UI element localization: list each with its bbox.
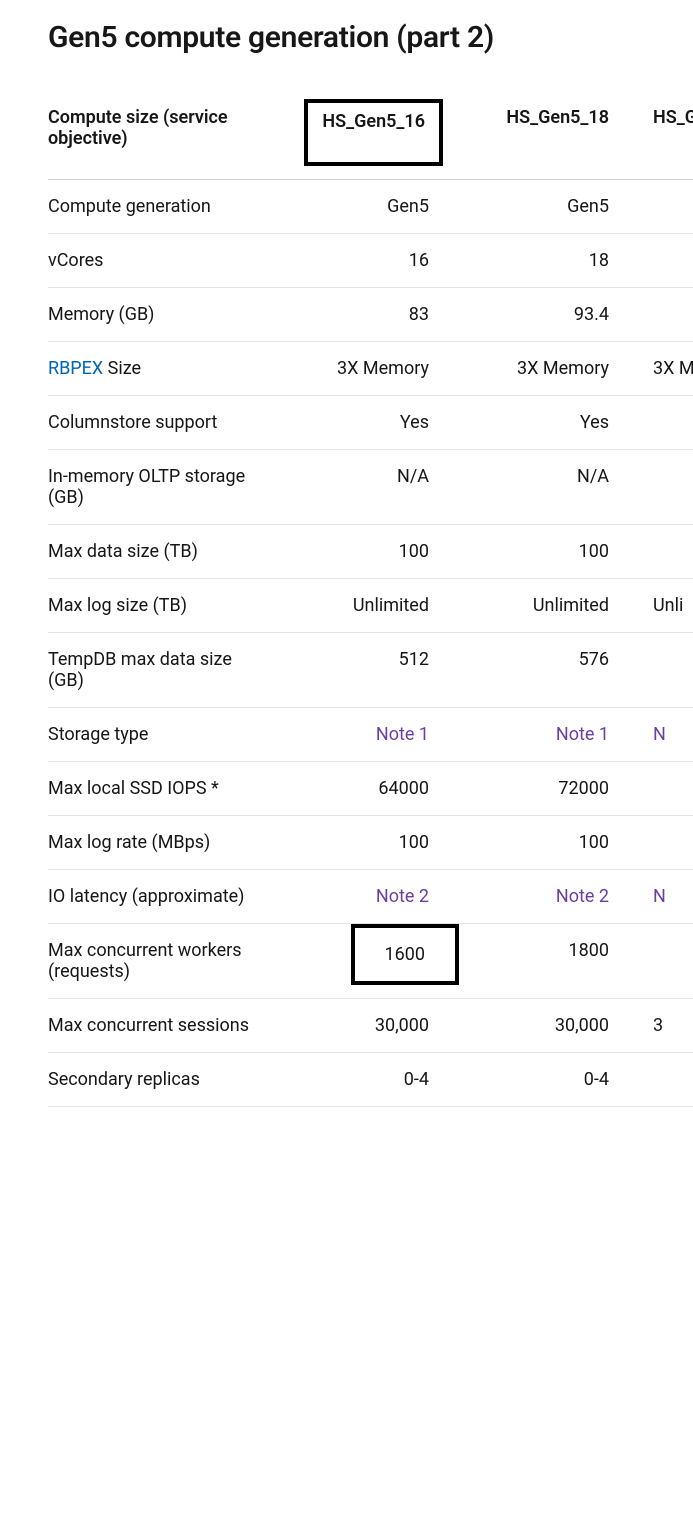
row-cell: 0-4 [453,1053,633,1107]
row-label: In-memory OLTP storage (GB) [48,450,273,525]
row-label: Memory (GB) [48,288,273,342]
row-cell: Unlimited [273,579,453,633]
row-label: IO latency (approximate) [48,870,273,924]
row-cell: 72000 [453,762,633,816]
header-col2: HS_Gen5_18 [453,91,633,180]
row-label: Max log size (TB) [48,579,273,633]
note-link[interactable]: N [653,886,666,907]
table-row: Max local SSD IOPS *6400072000 [48,762,693,816]
row-label: Max concurrent workers (requests) [48,924,273,999]
row-cell: Note 2 [273,870,453,924]
table-row: Memory (GB)8393.4 [48,288,693,342]
row-cell [633,396,693,450]
row-cell: 100 [453,816,633,870]
row-label: Max local SSD IOPS * [48,762,273,816]
row-label: Secondary replicas [48,1053,273,1107]
table-row: IO latency (approximate) Note 2 Note 2 N [48,870,693,924]
page-container: Gen5 compute generation (part 2) Compute… [0,0,693,1127]
row-cell: Gen5 [273,180,453,234]
row-cell [633,288,693,342]
row-cell: 1800 [453,924,633,999]
row-cell: Note 2 [453,870,633,924]
note-link[interactable]: Note 1 [376,724,429,745]
table-row: Max data size (TB)100100 [48,525,693,579]
row-label: TempDB max data size (GB) [48,633,273,708]
row-cell: Note 1 [453,708,633,762]
table-row: Storage type Note 1 Note 1 N [48,708,693,762]
note-link[interactable]: N [653,724,666,745]
note-link[interactable]: Note 2 [556,886,609,907]
highlighted-value: 1600 [351,924,459,985]
compute-spec-table: Compute size (service objective) HS_Gen5… [48,91,693,1107]
table-row: Max log rate (MBps)100100 [48,816,693,870]
row-cell [633,924,693,999]
row-cell: N/A [453,450,633,525]
row-cell: 100 [273,816,453,870]
table-row: In-memory OLTP storage (GB)N/AN/A [48,450,693,525]
row-label: RBPEX Size [48,342,273,396]
note-link[interactable]: Note 2 [376,886,429,907]
row-cell: Note 1 [273,708,453,762]
row-cell: 30,000 [273,999,453,1053]
row-cell: 3X M [633,342,693,396]
row-cell: 100 [453,525,633,579]
row-cell: N/A [273,450,453,525]
label-suffix: Size [103,358,141,379]
row-cell [633,762,693,816]
row-label: Max data size (TB) [48,525,273,579]
row-cell: 100 [273,525,453,579]
header-col1: HS_Gen5_16 [273,91,453,180]
row-cell [633,180,693,234]
row-cell: 18 [453,234,633,288]
row-label: Storage type [48,708,273,762]
table-row: Max concurrent workers (requests)1600180… [48,924,693,999]
row-cell: 0-4 [273,1053,453,1107]
row-cell: Unli [633,579,693,633]
row-cell: Yes [453,396,633,450]
table-row: Max log size (TB)UnlimitedUnlimitedUnli [48,579,693,633]
rbpex-link[interactable]: RBPEX [48,358,103,379]
row-cell [633,234,693,288]
row-cell: 3X Memory [453,342,633,396]
row-cell: 512 [273,633,453,708]
table-row: Compute generationGen5Gen5 [48,180,693,234]
row-cell: 576 [453,633,633,708]
table-row: TempDB max data size (GB)512576 [48,633,693,708]
row-cell: 83 [273,288,453,342]
row-label: Columnstore support [48,396,273,450]
row-cell [633,450,693,525]
row-cell: 1600 [273,924,453,999]
row-cell: N [633,870,693,924]
row-cell: Gen5 [453,180,633,234]
row-cell [633,1053,693,1107]
row-cell [633,816,693,870]
row-cell: Yes [273,396,453,450]
table-row: RBPEX Size3X Memory3X Memory3X M [48,342,693,396]
table-header-row: Compute size (service objective) HS_Gen5… [48,91,693,180]
row-label: Max concurrent sessions [48,999,273,1053]
row-cell [633,525,693,579]
highlighted-header: HS_Gen5_16 [304,99,443,166]
row-cell: 16 [273,234,453,288]
table-body: Compute generationGen5Gen5vCores1618Memo… [48,180,693,1107]
row-label: vCores [48,234,273,288]
row-cell: 93.4 [453,288,633,342]
row-label: Max log rate (MBps) [48,816,273,870]
table-row: Secondary replicas0-40-4 [48,1053,693,1107]
row-cell: 3X Memory [273,342,453,396]
note-link[interactable]: Note 1 [556,724,609,745]
row-cell: N [633,708,693,762]
table-row: vCores1618 [48,234,693,288]
row-cell: Unlimited [453,579,633,633]
header-label: Compute size (service objective) [48,91,273,180]
row-cell: 64000 [273,762,453,816]
row-cell: 3 [633,999,693,1053]
row-cell: 30,000 [453,999,633,1053]
table-row: Columnstore supportYesYes [48,396,693,450]
row-cell [633,633,693,708]
page-title: Gen5 compute generation (part 2) [48,20,693,55]
header-col3: HS_Ge [633,91,693,180]
row-label: Compute generation [48,180,273,234]
table-row: Max concurrent sessions30,00030,0003 [48,999,693,1053]
